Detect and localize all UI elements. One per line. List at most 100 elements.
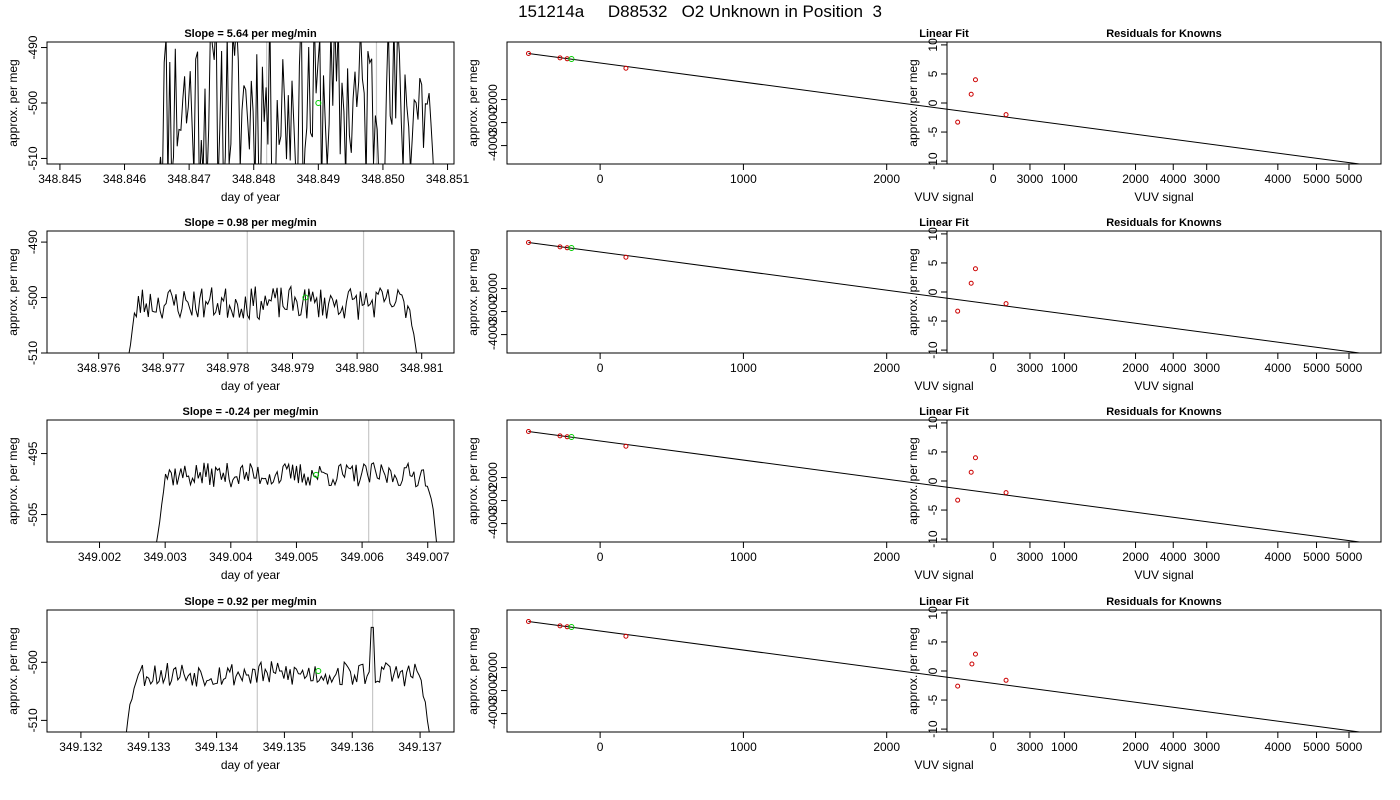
y-axis-label: approx. per meg [6,59,20,146]
unknown-point [302,294,309,301]
residual-point [1003,677,1009,683]
y-tick-label: -510 [26,341,40,365]
x-tick-label: 0 [990,740,997,754]
x-tick-label: 349.133 [127,740,171,754]
known-point [623,254,629,260]
known-point [623,443,629,449]
panel-title: Linear Fit [919,406,969,418]
y-tick-label: -10 [926,720,940,738]
unknown-point [568,56,575,63]
plot-area [955,651,1009,689]
x-tick-label: 0 [597,361,604,375]
x-tick-label: 5000 [1303,172,1330,186]
y-tick-label: -500 [26,650,40,674]
x-tick-label: 1000 [730,740,757,754]
x-tick-label: 348.850 [361,172,405,186]
x-tick-label: 1000 [730,550,757,564]
x-axis-label: VUV signal [914,190,973,204]
residual-point [1003,490,1009,496]
plot-frame [46,419,455,543]
y-axis-label: approx. per meg [6,248,20,335]
plot-area [955,266,1009,314]
known-point [525,429,531,435]
y-tick-label: -4000 [486,130,500,161]
y-tick-label: 10 [926,38,940,52]
x-tick-label: 5000 [1336,361,1363,375]
x-tick-label: 349.003 [143,550,187,564]
x-tick-label: 1000 [730,172,757,186]
series-line [128,284,418,353]
x-axis-label: VUV signal [1134,758,1193,772]
unknown-point [315,100,322,106]
fit-line [528,621,1360,732]
y-tick-label: 5 [926,70,940,77]
y-tick-label: -5 [926,504,940,515]
y-axis-label: approx. per meg [466,59,480,146]
plot-frame [46,230,455,354]
x-tick-label: 349.004 [209,550,253,564]
x-tick-label: 349.132 [59,740,103,754]
x-tick-label: 348.846 [103,172,147,186]
y-tick-label: -2000 [486,84,500,115]
known-point [557,623,563,629]
plot-frame [946,230,1382,354]
y-axis-label: approx. per meg [6,627,20,714]
x-tick-label: 1000 [1051,740,1078,754]
y-axis-label: approx. per meg [906,627,920,714]
x-tick-label: 4000 [1264,740,1291,754]
known-point [525,619,531,625]
x-tick-label: 0 [990,361,997,375]
known-point [525,240,531,246]
residual-point [972,266,978,272]
unknown-point [568,624,575,631]
x-tick-label: 349.137 [398,740,442,754]
plot-area [159,42,434,164]
panel-title: Linear Fit [919,28,969,40]
panel-title: Slope = 0.92 per meg/min [184,596,317,608]
x-axis-label: VUV signal [914,379,973,393]
x-tick-label: 4000 [1160,550,1187,564]
x-tick-label: 0 [990,172,997,186]
residual-point [968,280,974,286]
y-tick-label: -495 [26,441,40,465]
x-tick-label: 2000 [1122,361,1149,375]
residual-point [972,651,978,657]
panel-title: Linear Fit [919,596,969,608]
y-tick-label: 0 [926,99,940,106]
y-axis-label: approx. per meg [466,627,480,714]
plot-area [128,231,418,353]
residual-point [969,661,975,667]
y-tick-label: 5 [926,259,940,266]
panel-r3-c3: Residuals for Knowns 0 1000 2000 3000 4000 500… [906,406,1382,582]
x-tick-label: 0 [597,550,604,564]
plot-area [156,420,437,542]
y-tick-label: -2000 [486,652,500,683]
x-tick-label: 3000 [1017,172,1044,186]
x-tick-label: 5000 [1336,740,1363,754]
y-tick-label: 10 [926,416,940,430]
x-axis-label: VUV signal [914,568,973,582]
y-tick-label: 0 [926,477,940,484]
residual-point [972,455,978,461]
x-tick-label: 2000 [873,740,900,754]
residual-point [955,308,961,314]
y-tick-label: -3000 [486,485,500,516]
panel-title: Residuals for Knowns [1106,28,1222,40]
x-tick-label: 1000 [730,361,757,375]
x-tick-label: 2000 [1122,740,1149,754]
y-tick-label: -5 [926,694,940,705]
panel-title: Linear Fit [919,217,969,229]
y-tick-label: -3000 [486,675,500,706]
plot-frame [946,609,1382,733]
y-axis-label: approx. per meg [906,437,920,524]
x-tick-label: 3000 [1017,361,1044,375]
panel-r1-c1: Slope = 5.64 per meg/min 348.845 348.846 34… [6,28,470,204]
x-tick-label: 3000 [1193,550,1220,564]
x-tick-label: 2000 [873,361,900,375]
panel-title: Slope = -0.24 per meg/min [182,406,318,418]
y-tick-label: -3000 [486,296,500,327]
x-tick-label: 2000 [873,172,900,186]
x-tick-label: 348.977 [142,361,186,375]
